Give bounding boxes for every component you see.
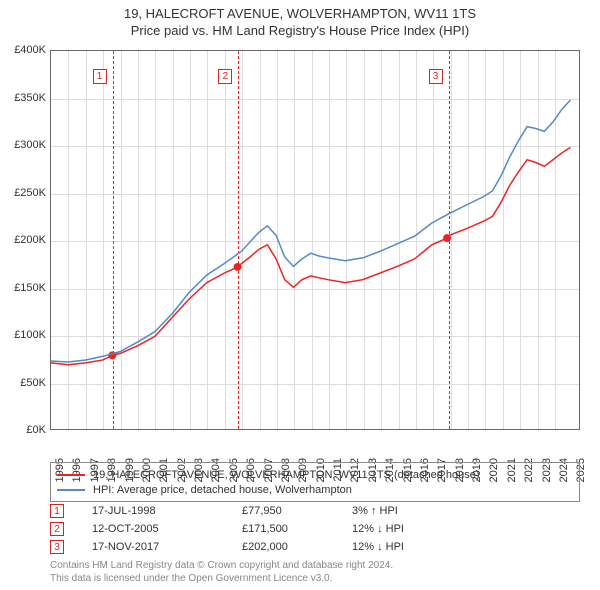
legend-item-red: 19, HALECROFT AVENUE, WOLVERHAMPTON, WV1… (57, 467, 573, 482)
event-price-3: £202,000 (242, 541, 352, 553)
event-badge-on-chart: 1 (93, 69, 107, 84)
y-tick-label: £400K (2, 44, 46, 56)
title-line1: 19, HALECROFT AVENUE, WOLVERHAMPTON, WV1… (0, 6, 600, 23)
event-badge-2: 2 (50, 522, 64, 536)
event-date-2: 12-OCT-2005 (92, 523, 242, 535)
y-tick-label: £0K (2, 424, 46, 436)
y-tick-label: £350K (2, 92, 46, 104)
event-date-1: 17-JUL-1998 (92, 505, 242, 517)
y-tick-label: £100K (2, 329, 46, 341)
legend-label-blue: HPI: Average price, detached house, Wolv… (93, 484, 352, 496)
event-delta-2: 12% ↓ HPI (352, 523, 432, 535)
legend-swatch-red (57, 474, 85, 476)
chart-area: 123 £0K£50K£100K£150K£200K£250K£300K£350… (50, 50, 580, 430)
event-badge-3: 3 (50, 540, 64, 554)
legend-swatch-blue (57, 489, 85, 491)
legend-label-red: 19, HALECROFT AVENUE, WOLVERHAMPTON, WV1… (93, 469, 480, 481)
y-tick-label: £200K (2, 234, 46, 246)
event-row-2: 2 12-OCT-2005 £171,500 12% ↓ HPI (50, 520, 580, 538)
y-tick-label: £50K (2, 377, 46, 389)
attribution-line2: This data is licensed under the Open Gov… (50, 573, 580, 586)
event-badge-1: 1 (50, 504, 64, 518)
series-line-red (51, 147, 570, 364)
event-delta-3: 12% ↓ HPI (352, 541, 432, 553)
y-tick-label: £150K (2, 282, 46, 294)
event-date-3: 17-NOV-2017 (92, 541, 242, 553)
event-price-1: £77,950 (242, 505, 352, 517)
events-table: 1 17-JUL-1998 £77,950 3% ↑ HPI 2 12-OCT-… (50, 502, 580, 556)
event-delta-1: 3% ↑ HPI (352, 505, 432, 517)
event-badge-on-chart: 2 (218, 69, 232, 84)
event-price-2: £171,500 (242, 523, 352, 535)
title-line2: Price paid vs. HM Land Registry's House … (0, 23, 600, 40)
y-tick-label: £250K (2, 187, 46, 199)
attribution: Contains HM Land Registry data © Crown c… (50, 560, 580, 585)
y-tick-label: £300K (2, 139, 46, 151)
chart-title: 19, HALECROFT AVENUE, WOLVERHAMPTON, WV1… (0, 0, 600, 40)
legend: 19, HALECROFT AVENUE, WOLVERHAMPTON, WV1… (50, 462, 580, 502)
event-row-3: 3 17-NOV-2017 £202,000 12% ↓ HPI (50, 538, 580, 556)
legend-item-blue: HPI: Average price, detached house, Wolv… (57, 482, 573, 497)
series-svg (51, 51, 579, 429)
plot-frame: 1 2 3 (50, 50, 580, 430)
event-badge-on-chart: 3 (429, 69, 443, 84)
series-line-blue (51, 100, 570, 362)
attribution-line1: Contains HM Land Registry data © Crown c… (50, 560, 580, 573)
event-row-1: 1 17-JUL-1998 £77,950 3% ↑ HPI (50, 502, 580, 520)
